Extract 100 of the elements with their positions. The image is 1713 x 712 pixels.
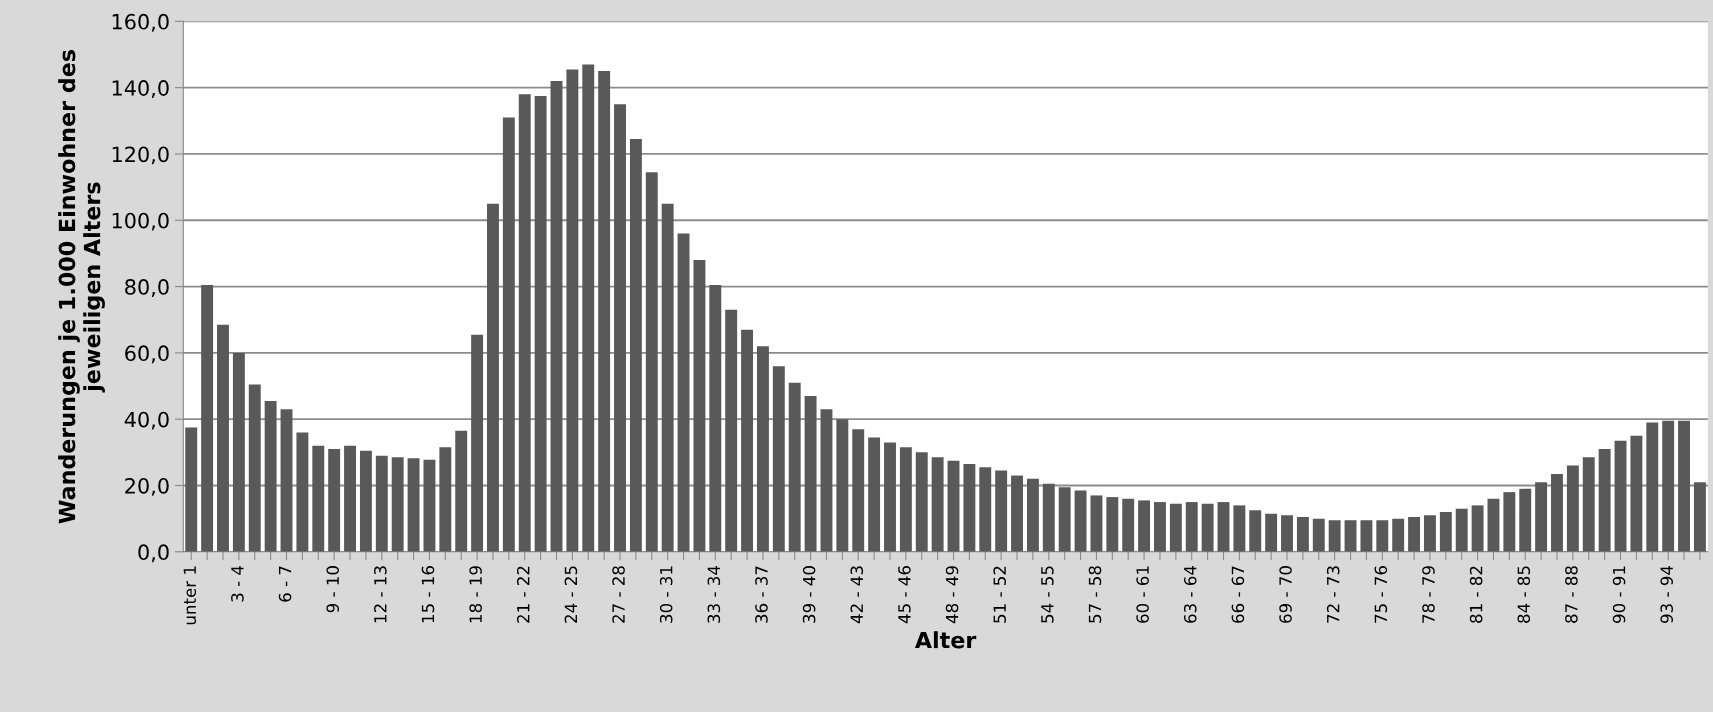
bar — [217, 324, 229, 552]
x-axis-title: Alter — [914, 631, 977, 649]
x-tick-label: 72 - 73 — [1326, 566, 1340, 623]
bar — [788, 382, 801, 552]
bar — [614, 104, 626, 552]
bar — [1519, 488, 1532, 552]
bar — [725, 309, 738, 552]
x-tick-label: unter 1 — [183, 566, 197, 625]
bar — [1011, 475, 1023, 552]
bar — [1217, 502, 1230, 552]
bar — [1360, 520, 1373, 552]
x-tick-label: 48 - 49 — [945, 566, 959, 624]
x-tick-label: 36 - 37 — [755, 566, 768, 623]
bar — [1503, 492, 1516, 552]
bar — [248, 384, 261, 552]
x-tick-label: 84 - 85 — [1517, 566, 1531, 623]
bar — [947, 460, 960, 552]
bar — [1185, 502, 1198, 552]
bar — [1693, 482, 1706, 552]
bar — [1487, 498, 1500, 552]
x-tick-label: 90 - 91 — [1612, 566, 1626, 623]
x-tick-label: 6 - 7 — [278, 566, 292, 602]
bar — [1439, 512, 1452, 552]
bar — [868, 437, 881, 552]
bar — [979, 467, 992, 552]
bar — [598, 71, 611, 552]
x-tick-label: 54 - 55 — [1041, 566, 1054, 623]
bar — [1551, 473, 1563, 552]
bar — [471, 334, 484, 552]
x-tick-label: 15 - 16 — [421, 566, 435, 623]
bar — [709, 284, 722, 552]
x-tick-label: 18 - 19 — [469, 566, 482, 623]
y-tick-label: 120,0 — [112, 146, 169, 165]
x-tick-label: 24 - 25 — [564, 566, 578, 623]
bar — [550, 81, 563, 552]
bar — [1090, 495, 1103, 552]
bar — [518, 94, 531, 552]
bar — [1281, 515, 1293, 552]
bar — [1408, 516, 1421, 552]
bar — [899, 447, 912, 552]
bar — [232, 352, 245, 552]
bar — [375, 455, 388, 552]
y-tick-label: 0,0 — [138, 544, 169, 563]
y-tick-label: 140,0 — [112, 80, 169, 98]
bar — [439, 447, 452, 552]
bar — [1106, 497, 1119, 552]
bar — [1122, 498, 1135, 552]
bar — [1074, 490, 1087, 552]
x-tick-label: 45 - 46 — [898, 566, 911, 624]
bar — [1471, 505, 1484, 552]
bar — [1154, 502, 1166, 552]
bar — [1455, 508, 1468, 552]
x-tick-label: 69 - 70 — [1279, 566, 1292, 623]
bar — [1296, 516, 1309, 552]
bar — [185, 427, 198, 552]
x-tick-label: 27 - 28 — [612, 566, 625, 623]
bar — [820, 409, 833, 552]
bar — [582, 64, 595, 552]
bar — [1249, 510, 1262, 552]
y-tick-label: 20,0 — [125, 477, 169, 496]
bar — [931, 457, 944, 552]
bar — [566, 69, 579, 552]
bar — [1344, 520, 1357, 552]
x-tick-label: 66 - 67 — [1231, 566, 1245, 623]
bar — [391, 457, 404, 552]
x-tick-label: 87 - 88 — [1565, 566, 1578, 623]
bar — [915, 452, 928, 552]
bar — [1566, 465, 1579, 552]
bar — [741, 329, 754, 552]
bar — [1169, 503, 1182, 552]
x-tick-label: 81 - 82 — [1469, 566, 1483, 623]
bar — [772, 366, 785, 552]
bar — [1265, 513, 1278, 552]
bar — [1678, 420, 1690, 552]
y-tick-label: 60,0 — [125, 345, 169, 364]
bar — [1662, 420, 1675, 552]
bar — [502, 117, 515, 552]
y-tick-label: 100,0 — [112, 212, 169, 231]
bar — [995, 470, 1008, 552]
x-tick-label: 12 - 13 — [374, 566, 387, 623]
bar — [1058, 487, 1071, 552]
bar — [884, 442, 896, 552]
bar — [1233, 505, 1246, 552]
bar — [645, 172, 658, 552]
x-tick-label: 33 - 34 — [707, 565, 721, 623]
x-tick-label: 51 - 52 — [993, 566, 1006, 623]
y-tick-label: 160,0 — [112, 13, 169, 32]
bar — [661, 203, 674, 552]
bar — [534, 95, 547, 552]
bar — [1630, 435, 1643, 552]
bar — [1423, 515, 1436, 552]
bar — [1376, 520, 1389, 552]
bar — [963, 463, 976, 552]
y-tick-label: 80,0 — [125, 279, 169, 297]
bar — [296, 432, 309, 552]
y-axis-title: Wanderungen je 1.000 Einwohner des jeweiligen Alters — [58, 50, 105, 524]
bar — [487, 203, 499, 552]
bar — [1535, 482, 1548, 552]
bar — [1026, 478, 1039, 552]
bar — [344, 445, 356, 552]
